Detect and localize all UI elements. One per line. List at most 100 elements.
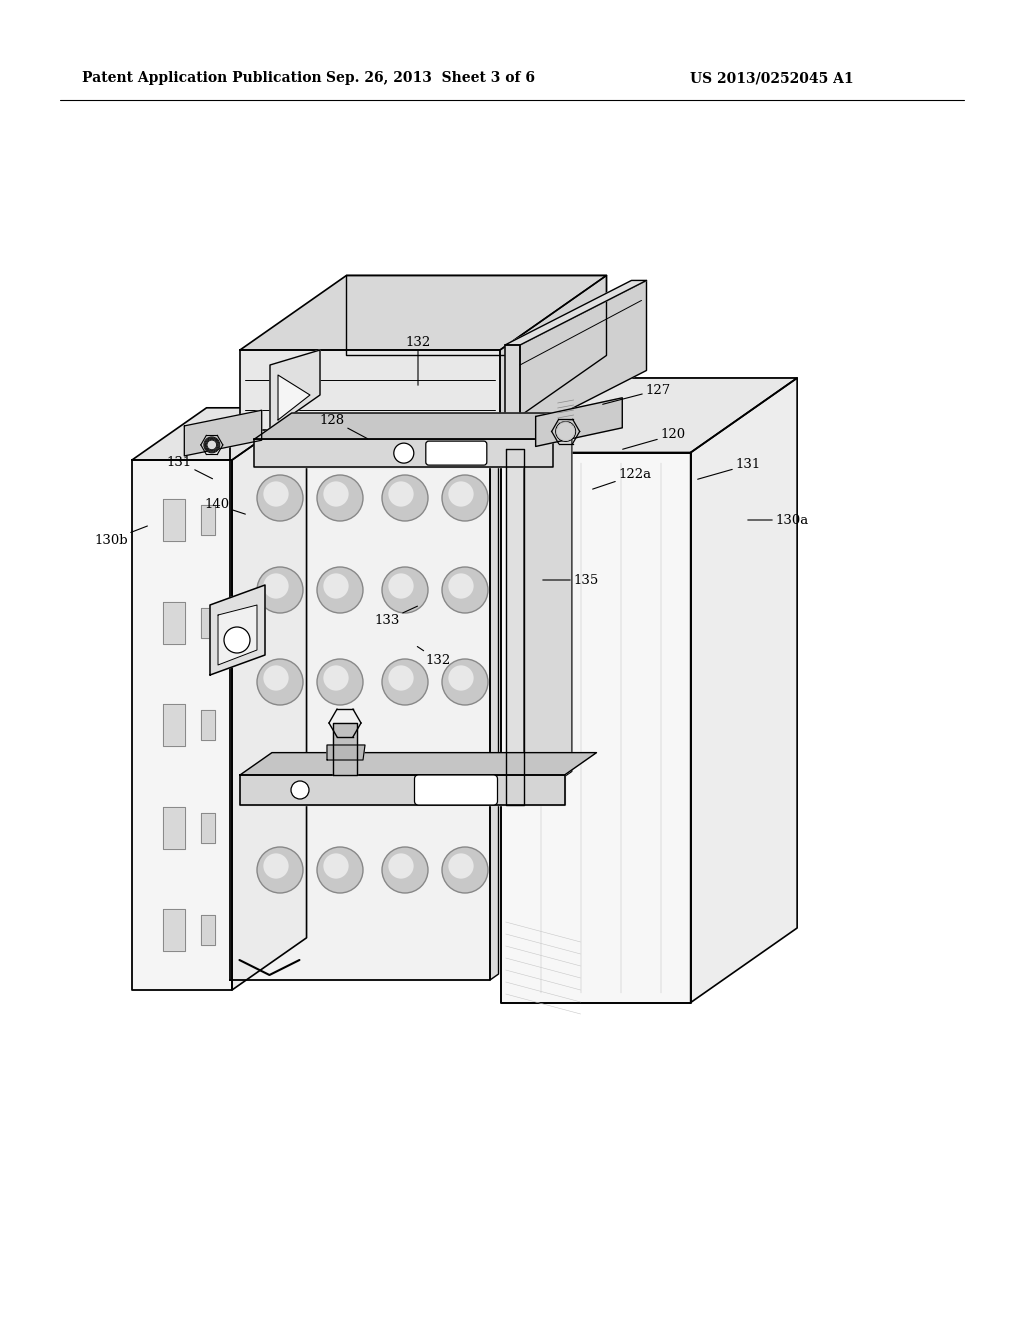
Circle shape	[317, 847, 362, 894]
Polygon shape	[270, 350, 319, 430]
Circle shape	[324, 482, 348, 507]
Text: 140: 140	[205, 499, 246, 513]
Circle shape	[382, 568, 428, 612]
Circle shape	[317, 568, 362, 612]
Polygon shape	[505, 280, 646, 345]
Polygon shape	[278, 375, 310, 420]
Polygon shape	[240, 276, 606, 350]
Circle shape	[449, 482, 474, 507]
Circle shape	[394, 444, 414, 463]
Polygon shape	[201, 506, 215, 535]
Text: 122a: 122a	[593, 469, 651, 490]
Polygon shape	[501, 378, 797, 453]
Circle shape	[257, 847, 303, 894]
Polygon shape	[520, 280, 646, 436]
Polygon shape	[132, 408, 306, 459]
Text: 127: 127	[603, 384, 671, 404]
Circle shape	[449, 853, 474, 879]
Circle shape	[442, 755, 488, 801]
Circle shape	[382, 755, 428, 801]
Circle shape	[263, 573, 289, 599]
Circle shape	[324, 762, 348, 787]
Circle shape	[442, 847, 488, 894]
Polygon shape	[240, 752, 597, 775]
Circle shape	[442, 568, 488, 612]
Circle shape	[317, 755, 362, 801]
Text: 131: 131	[167, 455, 213, 479]
Polygon shape	[506, 449, 524, 805]
Polygon shape	[505, 345, 520, 436]
Circle shape	[388, 482, 414, 507]
Circle shape	[291, 781, 309, 799]
Text: 131: 131	[697, 458, 760, 479]
Circle shape	[257, 659, 303, 705]
Circle shape	[257, 475, 303, 521]
Polygon shape	[230, 430, 490, 979]
Circle shape	[224, 627, 250, 653]
Polygon shape	[163, 499, 185, 541]
Polygon shape	[327, 744, 365, 760]
Text: 120: 120	[623, 429, 685, 449]
Circle shape	[263, 853, 289, 879]
Circle shape	[388, 573, 414, 599]
Circle shape	[263, 762, 289, 787]
Circle shape	[556, 422, 575, 441]
Polygon shape	[501, 453, 690, 1003]
Polygon shape	[201, 915, 215, 945]
Circle shape	[388, 665, 414, 690]
Polygon shape	[132, 459, 232, 990]
Text: 130a: 130a	[748, 513, 808, 527]
Polygon shape	[201, 607, 215, 638]
Polygon shape	[490, 424, 499, 979]
Circle shape	[263, 665, 289, 690]
Polygon shape	[163, 602, 185, 644]
Circle shape	[324, 665, 348, 690]
Circle shape	[382, 659, 428, 705]
FancyBboxPatch shape	[415, 775, 498, 805]
Circle shape	[257, 568, 303, 612]
Circle shape	[263, 482, 289, 507]
Circle shape	[204, 437, 220, 453]
Text: FIG.  3: FIG. 3	[382, 281, 477, 309]
Polygon shape	[524, 416, 571, 805]
Polygon shape	[201, 710, 215, 741]
Polygon shape	[218, 605, 257, 665]
Circle shape	[556, 421, 575, 441]
Circle shape	[324, 573, 348, 599]
Polygon shape	[254, 413, 591, 440]
Polygon shape	[232, 408, 306, 990]
Polygon shape	[163, 909, 185, 950]
Circle shape	[206, 440, 217, 450]
Text: 135: 135	[543, 573, 598, 586]
Circle shape	[206, 438, 218, 451]
Circle shape	[442, 659, 488, 705]
Polygon shape	[500, 276, 606, 430]
Circle shape	[205, 438, 219, 453]
Polygon shape	[210, 585, 265, 675]
Circle shape	[557, 422, 574, 441]
Text: 132: 132	[418, 647, 451, 667]
Polygon shape	[254, 440, 553, 467]
Text: US 2013/0252045 A1: US 2013/0252045 A1	[690, 71, 854, 84]
Circle shape	[388, 853, 414, 879]
FancyBboxPatch shape	[426, 441, 486, 465]
Circle shape	[557, 422, 574, 440]
Polygon shape	[184, 411, 262, 455]
Polygon shape	[163, 807, 185, 849]
Polygon shape	[240, 350, 500, 430]
Circle shape	[382, 847, 428, 894]
Circle shape	[449, 762, 474, 787]
Polygon shape	[536, 397, 623, 446]
Circle shape	[317, 475, 362, 521]
Polygon shape	[346, 276, 606, 355]
Circle shape	[442, 475, 488, 521]
Circle shape	[324, 853, 348, 879]
Circle shape	[388, 762, 414, 787]
Circle shape	[449, 665, 474, 690]
Text: 128: 128	[319, 413, 368, 438]
Text: 130b: 130b	[94, 525, 147, 546]
Polygon shape	[240, 775, 564, 805]
Circle shape	[317, 659, 362, 705]
Polygon shape	[201, 813, 215, 842]
Text: 133: 133	[375, 606, 418, 627]
